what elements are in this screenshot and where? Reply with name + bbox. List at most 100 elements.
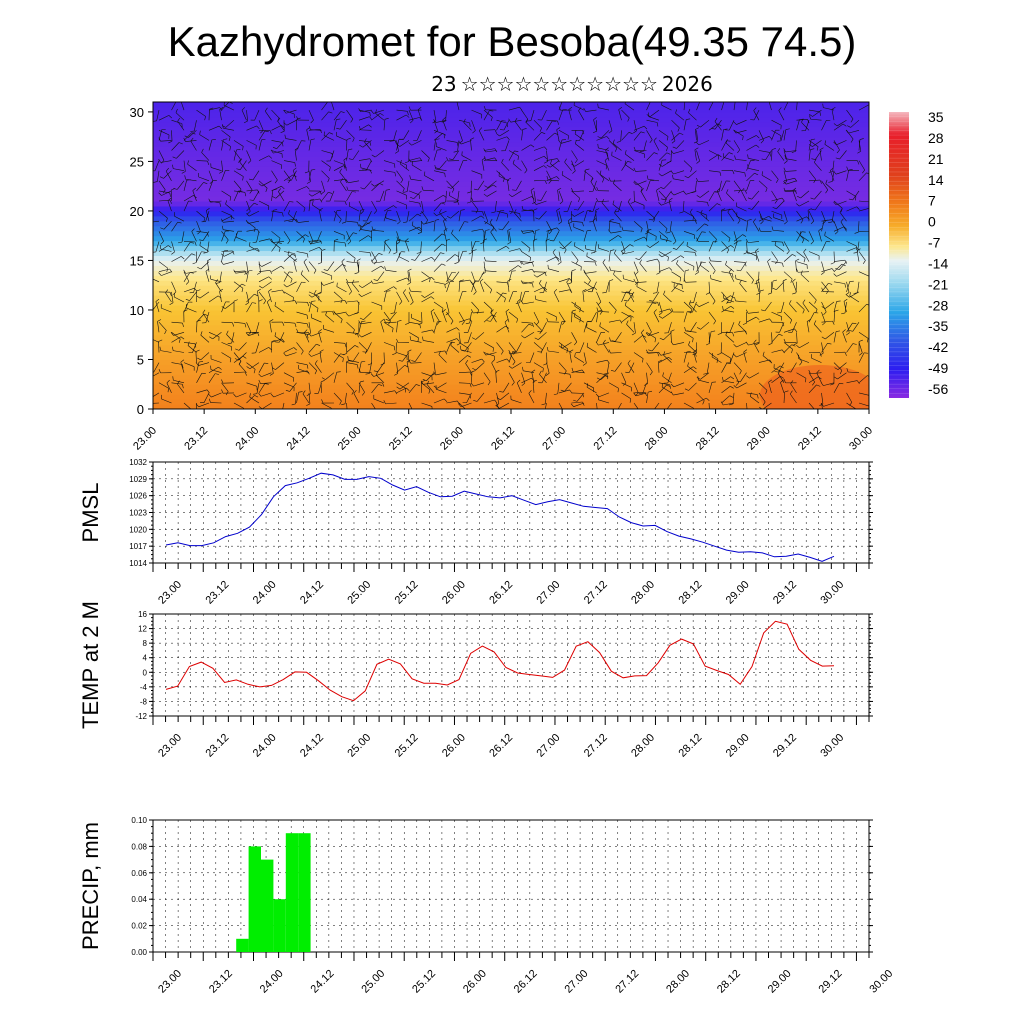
- wind-barb: [481, 159, 485, 171]
- wind-barb: [725, 142, 735, 151]
- wind-barb: [158, 261, 168, 269]
- wind-barb: [646, 102, 651, 111]
- wind-barb-feather: [654, 338, 657, 343]
- wind-barb-feather: [428, 389, 431, 394]
- wind-barb-feather: [352, 137, 355, 142]
- wind-barb-feather: [373, 370, 378, 372]
- wind-barb: [433, 243, 443, 252]
- wind-barb: [373, 372, 385, 377]
- wind-barb-feather: [583, 269, 586, 274]
- wind-barb: [533, 132, 542, 141]
- temperature-band: [153, 255, 869, 261]
- wind-barb: [396, 365, 405, 373]
- wind-barb-feather: [278, 248, 281, 253]
- wind-barb-feather: [411, 360, 416, 362]
- wind-barb: [608, 120, 613, 131]
- wind-barb-feather: [747, 164, 749, 169]
- wind-barb: [333, 165, 344, 171]
- wind-barb: [271, 125, 282, 131]
- wind-barb: [780, 301, 785, 313]
- wind-barb: [471, 281, 477, 292]
- wind-barb-feather: [473, 291, 477, 295]
- wind-barb: [157, 321, 160, 333]
- temperature-band: [153, 363, 869, 370]
- wind-barb: [768, 382, 772, 393]
- wind-barb: [546, 221, 552, 232]
- wind-barb: [208, 107, 220, 111]
- wind-barb: [225, 301, 235, 309]
- wind-barb: [366, 160, 372, 171]
- wind-barb: [255, 342, 260, 353]
- wind-barb: [383, 170, 395, 173]
- wind-barb: [458, 160, 464, 171]
- wind-barb: [363, 180, 372, 190]
- wind-barb-feather: [858, 352, 863, 356]
- wind-barb: [296, 186, 307, 192]
- wind-barb: [196, 361, 200, 373]
- wind-barb: [196, 182, 204, 192]
- wind-barb-feather: [514, 117, 518, 122]
- wind-barb: [683, 402, 694, 409]
- temperature-band: [153, 289, 869, 296]
- wind-barb-feather: [445, 312, 450, 316]
- temperature-band: [153, 324, 869, 331]
- wind-barb: [233, 270, 245, 272]
- wind-barb: [858, 332, 869, 339]
- wind-barb: [158, 115, 170, 121]
- wind-barb-feather: [823, 311, 827, 316]
- wind-barb: [348, 281, 360, 283]
- wind-barb-feather: [459, 140, 463, 144]
- temperature-band: [153, 329, 869, 336]
- wind-barb: [221, 210, 232, 216]
- wind-barb-feather: [670, 341, 674, 345]
- wind-barb-feather: [153, 181, 158, 183]
- wind-barb: [223, 261, 235, 265]
- wind-barb-feather: [519, 213, 521, 218]
- wind-barb-feather: [253, 227, 256, 232]
- wind-barb-feather: [701, 231, 706, 233]
- temperature-band: [153, 309, 869, 316]
- wind-barb: [718, 180, 722, 192]
- wind-barb: [602, 262, 610, 272]
- temperature-band: [153, 314, 869, 321]
- wind-barb: [271, 210, 274, 222]
- temperature-band: [153, 146, 869, 153]
- wind-barb-feather: [751, 279, 754, 284]
- wind-barb: [311, 291, 322, 298]
- wind-barb: [358, 116, 370, 121]
- wind-barb: [198, 176, 210, 182]
- wind-barb: [758, 382, 768, 391]
- wind-barb-feather: [358, 125, 361, 130]
- wind-barb-feather: [796, 203, 800, 207]
- wind-barb: [402, 352, 410, 362]
- wind-barb: [552, 252, 560, 262]
- wind-barb-feather: [529, 257, 532, 262]
- wind-barb-feather: [870, 395, 871, 399]
- wind-barb: [470, 190, 472, 202]
- wind-barb: [346, 382, 354, 392]
- y-tick-label: 0.06: [131, 869, 147, 878]
- wind-barb: [764, 301, 772, 312]
- wind-barb-feather: [807, 119, 810, 124]
- wind-barb-feather: [629, 315, 634, 318]
- wind-barb-feather: [489, 289, 493, 294]
- wind-barb: [593, 211, 597, 222]
- wind-barb-feather: [161, 160, 165, 164]
- wind-barb: [561, 347, 572, 353]
- wind-barb: [308, 362, 317, 371]
- wind-barb-feather: [628, 289, 632, 293]
- colorbar-label: -35: [928, 318, 948, 334]
- wind-barb-feather: [575, 139, 577, 144]
- wind-barb: [236, 392, 247, 398]
- wind-barb: [498, 175, 510, 182]
- wind-barb-feather: [765, 390, 768, 395]
- wind-barb: [433, 170, 445, 174]
- wind-barb-feather: [246, 213, 250, 217]
- wind-barb-feather: [293, 347, 297, 351]
- wind-barb: [521, 109, 529, 120]
- wind-barb-feather: [158, 339, 163, 342]
- wind-barb-feather: [456, 97, 459, 99]
- wind-barb-feather: [243, 120, 248, 124]
- wind-barb-feather: [264, 383, 269, 385]
- wind-barb-feather: [729, 395, 734, 398]
